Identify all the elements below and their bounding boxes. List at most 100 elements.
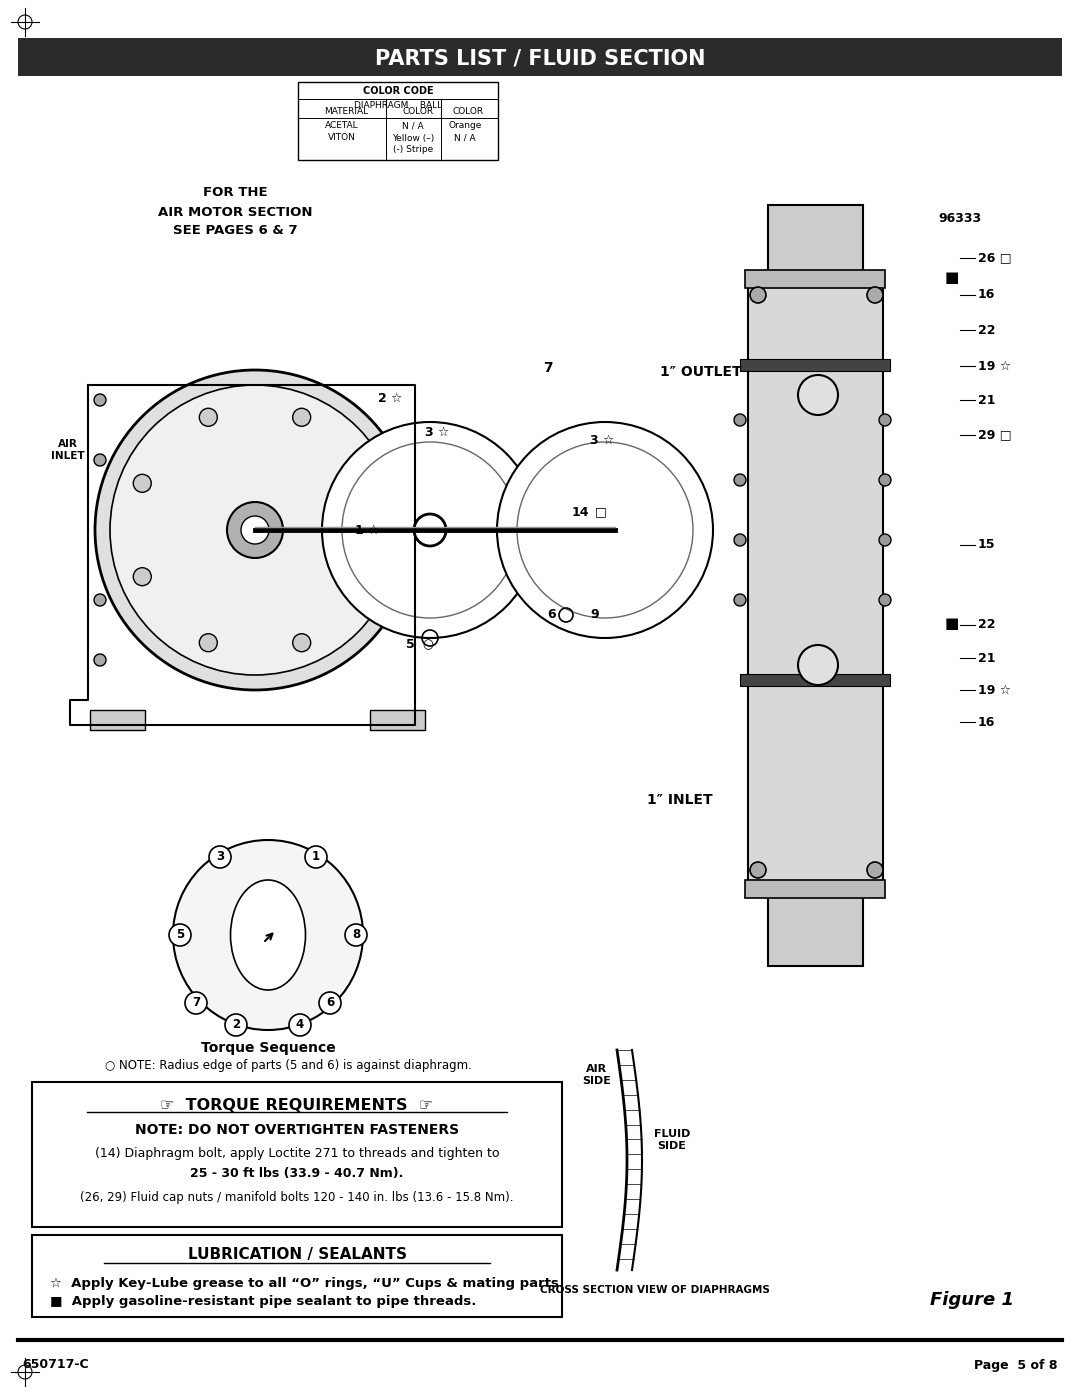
Text: 1″ INLET: 1″ INLET <box>647 793 713 807</box>
Circle shape <box>293 634 311 652</box>
Circle shape <box>322 422 538 638</box>
Circle shape <box>110 386 400 675</box>
Text: 16: 16 <box>978 715 996 728</box>
Text: 5: 5 <box>176 929 184 942</box>
Text: LUBRICATION / SEALANTS: LUBRICATION / SEALANTS <box>188 1248 406 1263</box>
Text: FOR THE
AIR MOTOR SECTION
SEE PAGES 6 & 7: FOR THE AIR MOTOR SECTION SEE PAGES 6 & … <box>158 187 312 237</box>
Circle shape <box>879 534 891 546</box>
FancyBboxPatch shape <box>18 38 1062 75</box>
Circle shape <box>879 594 891 606</box>
Circle shape <box>293 408 311 426</box>
Circle shape <box>734 414 746 426</box>
Text: 14: 14 <box>572 506 590 518</box>
Circle shape <box>185 992 207 1014</box>
Text: 16: 16 <box>978 289 996 302</box>
Text: 1″ OUTLET: 1″ OUTLET <box>660 365 742 379</box>
Text: 25 - 30 ft lbs (33.9 - 40.7 Nm).: 25 - 30 ft lbs (33.9 - 40.7 Nm). <box>190 1168 404 1180</box>
Circle shape <box>227 502 283 557</box>
Text: 21: 21 <box>978 651 996 665</box>
FancyBboxPatch shape <box>740 673 890 686</box>
Text: ■: ■ <box>945 616 959 630</box>
Text: 4: 4 <box>296 1018 305 1031</box>
FancyBboxPatch shape <box>740 359 890 372</box>
Text: (14) Diaphragm bolt, apply Loctite 271 to threads and tighten to: (14) Diaphragm bolt, apply Loctite 271 t… <box>95 1147 499 1161</box>
Text: 7: 7 <box>543 360 553 374</box>
Text: 19 ☆: 19 ☆ <box>978 683 1011 697</box>
Circle shape <box>750 286 766 303</box>
Text: 9: 9 <box>591 609 599 622</box>
Text: 8: 8 <box>352 929 360 942</box>
Text: ☞  TORQUE REQUIREMENTS  ☞: ☞ TORQUE REQUIREMENTS ☞ <box>161 1098 433 1112</box>
Text: CROSS SECTION VIEW OF DIAPHRAGMS: CROSS SECTION VIEW OF DIAPHRAGMS <box>540 1285 770 1295</box>
Text: 650717-C: 650717-C <box>22 1358 89 1372</box>
Circle shape <box>225 1014 247 1037</box>
Text: 22: 22 <box>978 324 996 337</box>
Text: DIAPHRAGM    BALL: DIAPHRAGM BALL <box>354 101 442 109</box>
Text: 2 ☆: 2 ☆ <box>378 391 403 405</box>
Circle shape <box>359 567 377 585</box>
FancyBboxPatch shape <box>32 1083 562 1227</box>
Text: ☆  Apply Key-Lube grease to all “O” rings, “U” Cups & mating parts.: ☆ Apply Key-Lube grease to all “O” rings… <box>50 1277 564 1289</box>
Circle shape <box>94 654 106 666</box>
FancyBboxPatch shape <box>748 275 883 890</box>
Text: NOTE: DO NOT OVERTIGHTEN FASTENERS: NOTE: DO NOT OVERTIGHTEN FASTENERS <box>135 1123 459 1137</box>
FancyBboxPatch shape <box>768 888 863 965</box>
Text: 2: 2 <box>232 1018 240 1031</box>
Ellipse shape <box>230 880 306 990</box>
Text: 19 ☆: 19 ☆ <box>978 359 1011 373</box>
Text: (26, 29) Fluid cap nuts / manifold bolts 120 - 140 in. lbs (13.6 - 15.8 Nm).: (26, 29) Fluid cap nuts / manifold bolts… <box>80 1190 514 1203</box>
Circle shape <box>168 923 191 946</box>
Circle shape <box>879 414 891 426</box>
Circle shape <box>734 534 746 546</box>
Circle shape <box>95 370 415 690</box>
Circle shape <box>305 847 327 868</box>
Text: 3 ☆: 3 ☆ <box>426 426 449 439</box>
Text: 6: 6 <box>326 996 334 1010</box>
Text: 6: 6 <box>548 609 556 622</box>
Circle shape <box>359 475 377 492</box>
Circle shape <box>867 286 883 303</box>
Text: N / A: N / A <box>455 134 476 142</box>
FancyBboxPatch shape <box>90 710 145 731</box>
Text: 21: 21 <box>978 394 996 407</box>
Text: Yellow (–): Yellow (–) <box>392 134 434 142</box>
Text: COLOR CODE: COLOR CODE <box>363 87 433 96</box>
FancyBboxPatch shape <box>32 1235 562 1317</box>
FancyBboxPatch shape <box>298 82 498 161</box>
Circle shape <box>497 422 713 638</box>
Text: ■: ■ <box>945 271 959 285</box>
Text: Page  5 of 8: Page 5 of 8 <box>974 1358 1058 1372</box>
Circle shape <box>200 634 217 652</box>
Text: VITON: VITON <box>328 134 356 142</box>
Text: 22: 22 <box>978 619 996 631</box>
Circle shape <box>289 1014 311 1037</box>
Text: MATERIAL: MATERIAL <box>324 108 368 116</box>
Text: 3 ☆: 3 ☆ <box>590 433 615 447</box>
Circle shape <box>133 475 151 492</box>
Text: COLOR: COLOR <box>453 108 484 116</box>
Text: PARTS LIST / FLUID SECTION: PARTS LIST / FLUID SECTION <box>375 49 705 68</box>
Text: N / A: N / A <box>402 122 423 130</box>
Circle shape <box>200 408 217 426</box>
Text: 96333: 96333 <box>939 211 981 225</box>
Circle shape <box>345 923 367 946</box>
Circle shape <box>210 847 231 868</box>
Text: 5: 5 <box>406 638 415 651</box>
Circle shape <box>319 992 341 1014</box>
FancyBboxPatch shape <box>745 270 885 288</box>
Text: ACETAL: ACETAL <box>325 122 359 130</box>
Circle shape <box>750 862 766 877</box>
Text: □: □ <box>595 506 607 518</box>
Circle shape <box>94 454 106 467</box>
Circle shape <box>798 645 838 685</box>
Text: Torque Sequence: Torque Sequence <box>201 1041 336 1055</box>
Circle shape <box>734 474 746 486</box>
FancyBboxPatch shape <box>745 880 885 898</box>
Circle shape <box>867 862 883 877</box>
Text: 3: 3 <box>216 851 224 863</box>
Text: ○ NOTE: Radius edge of parts (5 and 6) is against diaphragm.: ○ NOTE: Radius edge of parts (5 and 6) i… <box>105 1059 472 1071</box>
Circle shape <box>798 374 838 415</box>
FancyBboxPatch shape <box>370 710 426 731</box>
Text: 26 □: 26 □ <box>978 251 1012 264</box>
Text: AIR
SIDE: AIR SIDE <box>582 1065 611 1085</box>
